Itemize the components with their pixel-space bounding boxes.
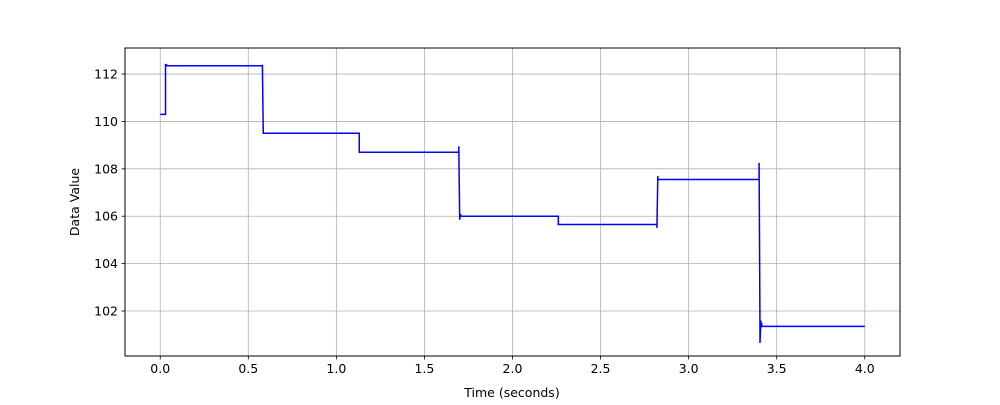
x-tick-label: 4.0 — [855, 361, 875, 376]
y-tick-label: 104 — [94, 256, 118, 271]
y-tick-label: 112 — [94, 67, 118, 82]
x-tick-label: 1.5 — [414, 361, 434, 376]
y-tick-label: 110 — [94, 114, 118, 129]
x-tick-label: 0.0 — [150, 361, 170, 376]
series-line — [160, 63, 865, 343]
x-tick-label: 2.5 — [591, 361, 611, 376]
x-tick-label: 0.5 — [238, 361, 258, 376]
y-tick-label: 106 — [94, 209, 118, 224]
y-tick-label: 108 — [94, 161, 118, 176]
x-tick-label: 3.0 — [679, 361, 699, 376]
x-tick-label: 3.5 — [767, 361, 787, 376]
grid — [125, 48, 900, 356]
ticks: 0.0 0.5 1.0 1.5 2.0 2.5 3.0 3.5 4.0 102 104 106 108 1… — [94, 67, 875, 376]
series-layer — [160, 63, 865, 343]
x-tick-label: 2.0 — [503, 361, 523, 376]
x-axis-label: Time (seconds) — [463, 385, 559, 400]
y-tick-label: 102 — [94, 303, 118, 318]
x-tick-label: 1.0 — [326, 361, 346, 376]
y-axis-label: Data Value — [67, 168, 82, 236]
